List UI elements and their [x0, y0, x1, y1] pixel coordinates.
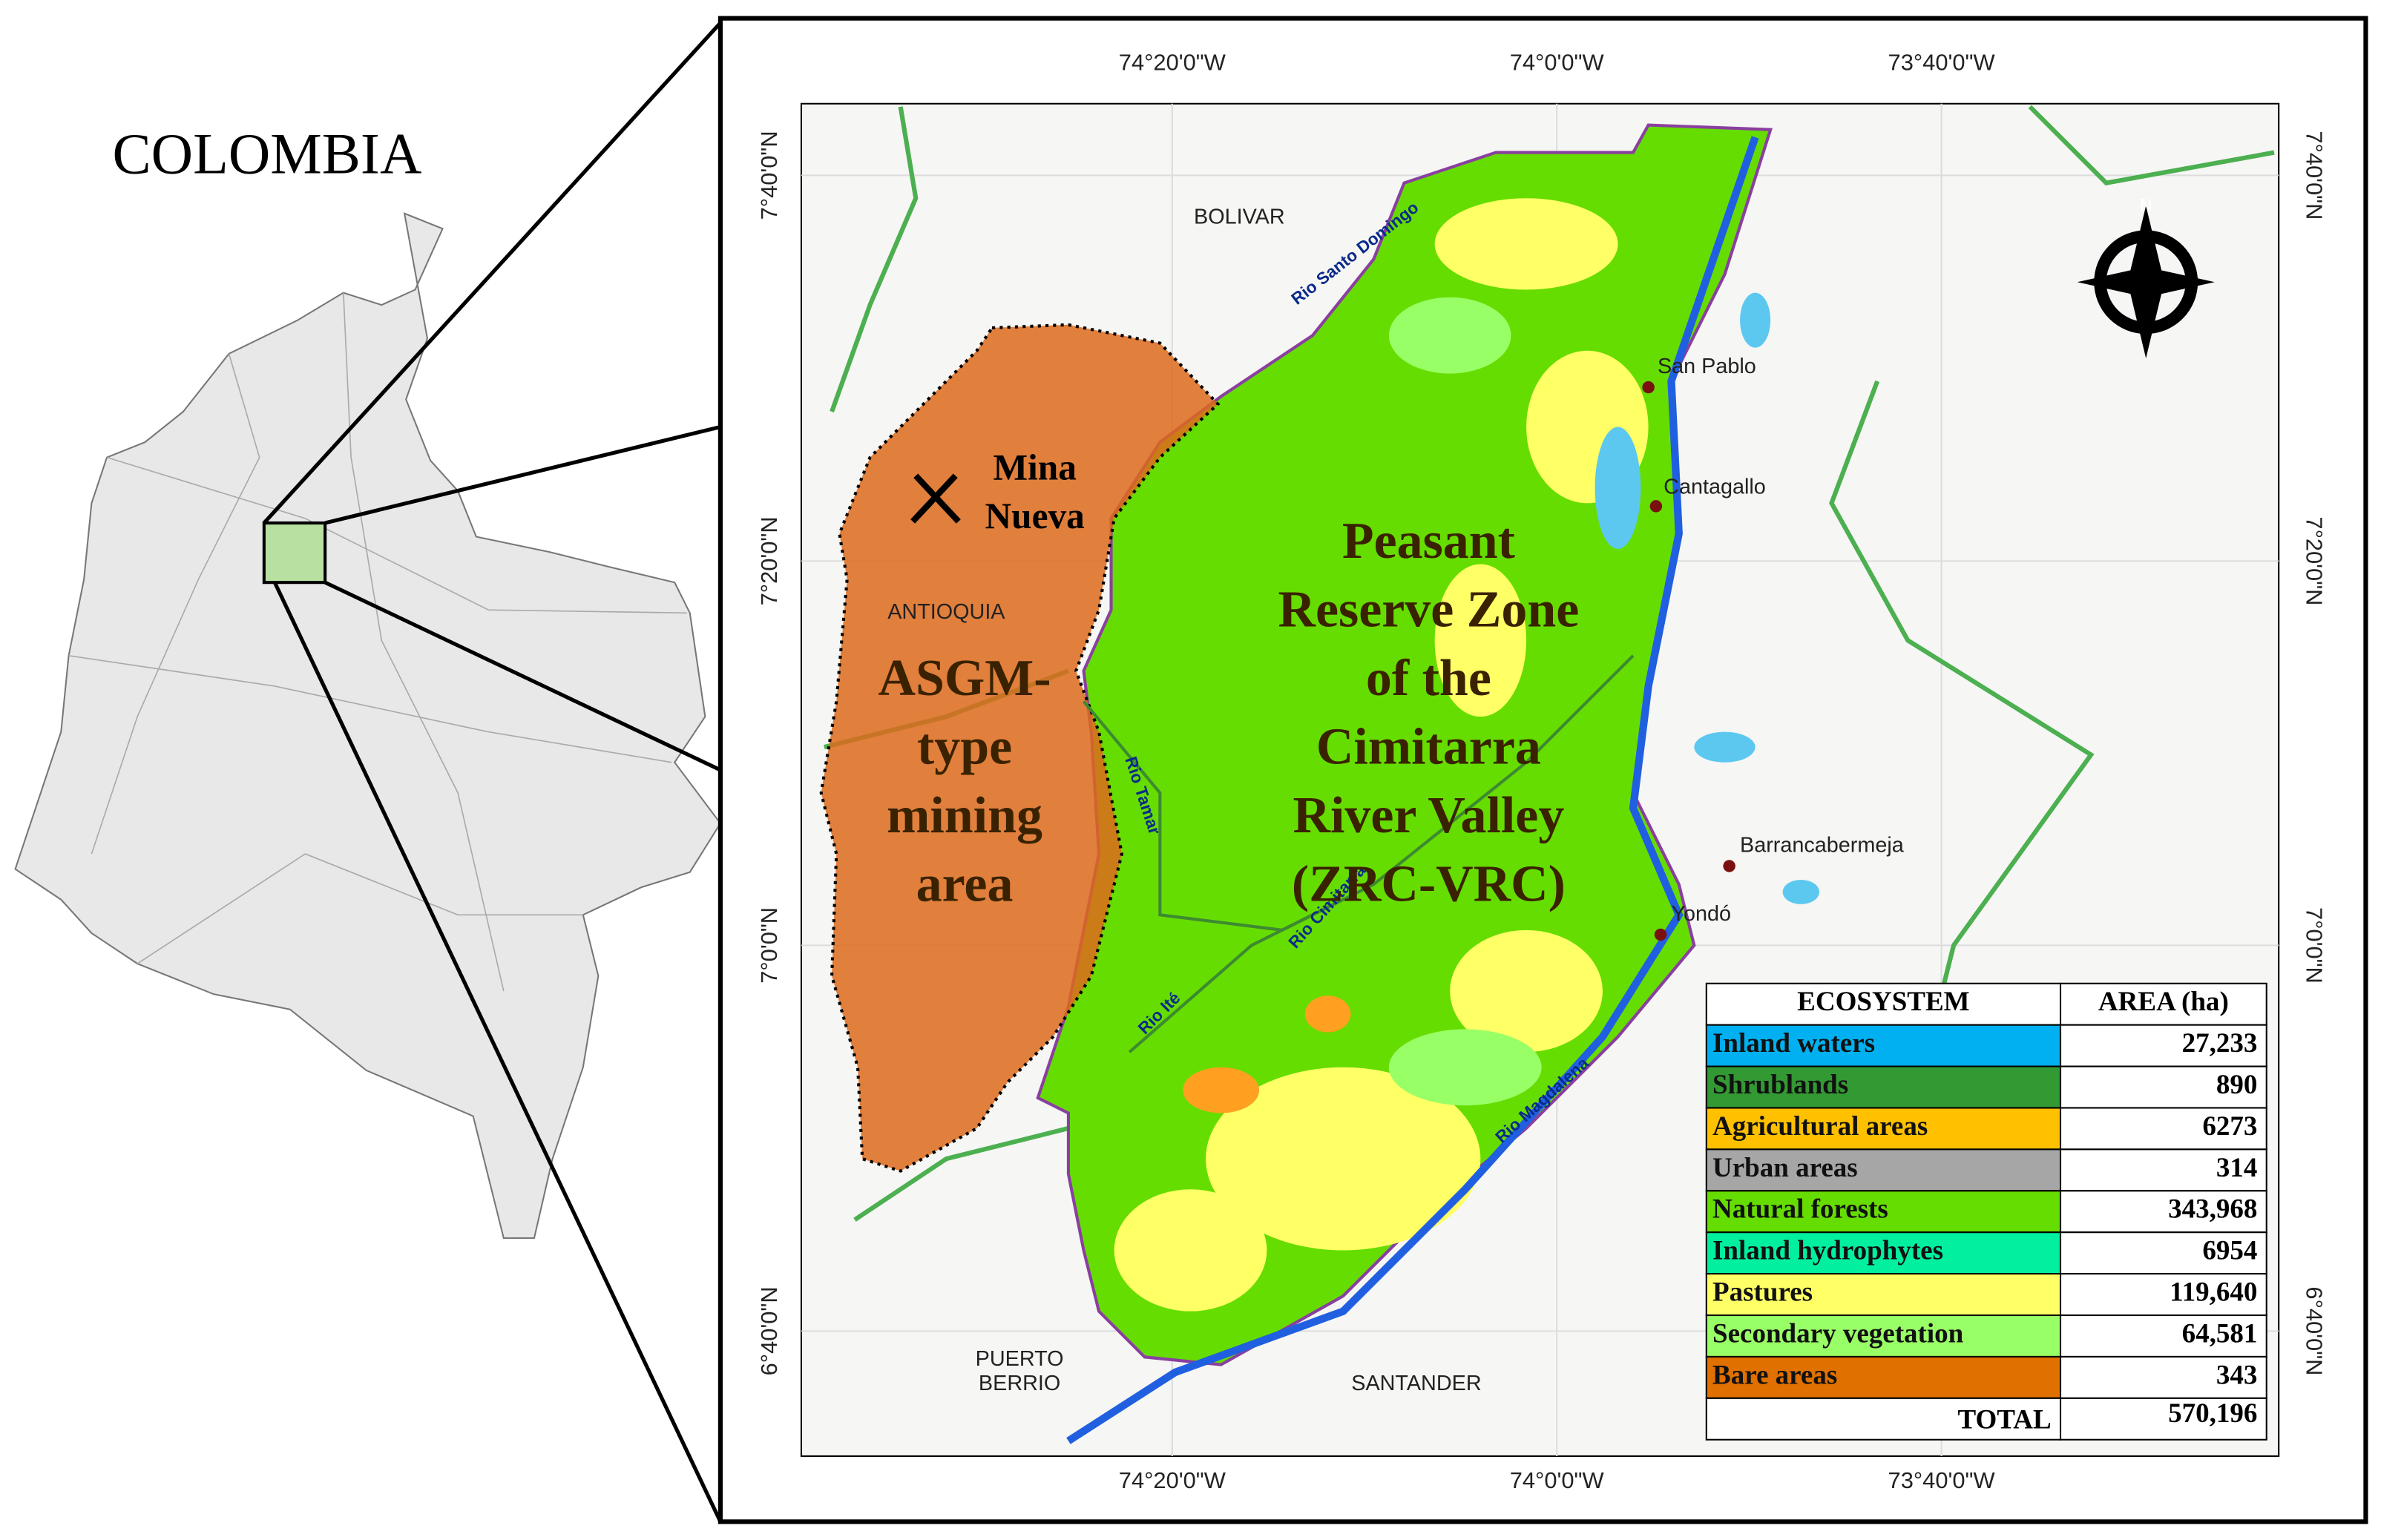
town: Cantagallo	[1664, 475, 1766, 498]
ecosystem-area: 6954	[2202, 1236, 2257, 1266]
town: PUERTO	[976, 1347, 1064, 1371]
table-cell	[2059, 1231, 2267, 1275]
table-cell	[2059, 1107, 2267, 1151]
ecosystem-name: Secondary vegetation	[1712, 1318, 1964, 1349]
north-letter: N	[2140, 195, 2152, 214]
table-cell	[2059, 1190, 2267, 1234]
lon-label: 74°0'0"W	[1510, 1467, 1604, 1493]
zoom-lines	[262, 22, 723, 1523]
ecosystem-area: 27,233	[2182, 1028, 2258, 1059]
table-header: AREA (ha)	[2098, 987, 2229, 1017]
department: ANTIOQUIA	[887, 600, 1005, 624]
table-cell	[2059, 982, 2267, 1026]
mine-label: Nueva	[985, 496, 1085, 536]
ecosystem-area: 890	[2216, 1070, 2258, 1100]
ecosystem-area: 343,968	[2168, 1194, 2257, 1225]
lon-label: 74°0'0"W	[1510, 49, 1604, 75]
mining-area-label: mining	[887, 787, 1042, 844]
ecosystem-name: Natural forests	[1712, 1194, 1888, 1225]
town: San Pablo	[1658, 355, 1756, 378]
north-arrow: N	[2077, 195, 2215, 359]
ecosystem-area: 314	[2216, 1153, 2258, 1183]
lon-label: 74°20'0"W	[1119, 49, 1226, 75]
reserve-label: Peasant	[1342, 513, 1515, 570]
mining-area-label: area	[916, 855, 1014, 912]
lat-label: 7°20'0"N	[2301, 516, 2327, 605]
table-cell	[1705, 1314, 2062, 1358]
ecosystem-name: Inland hydrophytes	[1712, 1236, 1943, 1266]
reserve-label: River Valley	[1293, 787, 1564, 844]
reserve-label: (ZRC-VRC)	[1292, 855, 1566, 912]
table-cell	[2059, 1065, 2267, 1109]
lat-label: 6°40'0"N	[756, 1286, 782, 1375]
mining-area-label: ASGM-	[878, 650, 1051, 707]
lat-label: 7°40'0"N	[2301, 131, 2327, 220]
town: BERRIO	[979, 1372, 1060, 1395]
reserve-label: Reserve Zone	[1278, 581, 1579, 638]
table-cell	[1705, 1148, 2062, 1192]
ecosystem-area: 6273	[2202, 1111, 2257, 1142]
table-cell	[1705, 1190, 2062, 1234]
mine-label: Mina	[993, 447, 1076, 487]
ecosystem-area: 64,581	[2182, 1318, 2258, 1349]
pasture-patches	[1114, 198, 1649, 1312]
table-header: ECOSYSTEM	[1797, 987, 1969, 1017]
lat-label: 7°0'0"N	[756, 907, 782, 984]
lon-label: 73°40'0"W	[1888, 49, 1995, 75]
table-cell	[1705, 1107, 2062, 1151]
lon-label: 74°20'0"W	[1119, 1467, 1226, 1493]
inset-title: COLOMBIA	[113, 122, 422, 186]
lat-label: 7°20'0"N	[756, 516, 782, 605]
table-cell	[1705, 1355, 2062, 1399]
mining-area-label: type	[917, 718, 1012, 775]
town-dots	[1642, 381, 1735, 941]
lat-label: 7°40'0"N	[756, 131, 782, 220]
ecosystem-name: Pastures	[1712, 1277, 1813, 1308]
ecosystem-area: 119,640	[2170, 1277, 2257, 1308]
reserve-label: of the	[1366, 650, 1491, 707]
table-cell	[2059, 1273, 2267, 1317]
table-cell	[2059, 1355, 2267, 1399]
mine-icon	[910, 473, 961, 524]
table-cell	[1705, 1231, 2062, 1275]
lon-label: 73°40'0"W	[1888, 1467, 1995, 1493]
town: Barrancabermeja	[1740, 833, 1904, 857]
ecosystem-name: Shrublands	[1712, 1070, 1848, 1100]
inset-boundaries	[68, 292, 687, 992]
lat-label: 7°0'0"N	[2301, 907, 2327, 984]
department: SANTANDER	[1351, 1372, 1481, 1395]
reserve-label: Cimitarra	[1316, 718, 1541, 775]
ecosystem-area: 343	[2216, 1360, 2258, 1390]
department: BOLIVAR	[1194, 205, 1285, 229]
table-cell	[1705, 1397, 2062, 1441]
table-cell	[2059, 1397, 2267, 1441]
lat-label: 6°40'0"N	[2301, 1286, 2327, 1375]
secondary-patches	[1388, 297, 1542, 1106]
total-label: TOTAL	[1958, 1404, 2052, 1435]
mining-area	[819, 323, 1221, 1173]
ecosystem-name: Urban areas	[1712, 1153, 1858, 1183]
table-cell	[2059, 1024, 2267, 1067]
table-cell	[2059, 1314, 2267, 1358]
ecosystem-name: Bare areas	[1712, 1360, 1837, 1390]
colombia-outline	[14, 212, 722, 1240]
ecosystem-name: Inland waters	[1712, 1028, 1875, 1059]
magdalena	[1066, 136, 1759, 1444]
table-cell	[1705, 1065, 2062, 1109]
ecosystem-name: Agricultural areas	[1712, 1111, 1928, 1142]
town: Yondó	[1671, 902, 1731, 926]
agri-patches	[1183, 996, 1351, 1113]
study-area-box	[262, 521, 327, 585]
wetlands	[1595, 292, 1820, 904]
tributaries	[1082, 654, 1635, 1053]
total-value: 570,196	[2168, 1398, 2257, 1429]
